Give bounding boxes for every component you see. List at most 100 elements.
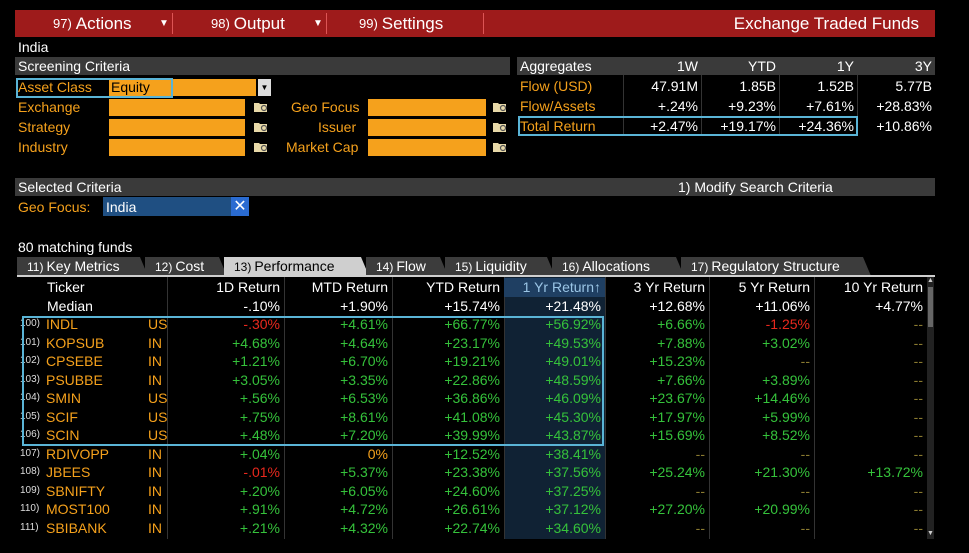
folder-search-icon[interactable] <box>253 140 269 153</box>
top-menu-bar: 97) Actions ▼ 98) Output ▼ 99) Settings … <box>15 10 935 37</box>
column-divider <box>392 277 393 539</box>
tab-liquidity[interactable]: 15) Liquidity <box>445 257 555 276</box>
market-cap-field[interactable] <box>368 139 486 156</box>
agg-col-1y: 1Y <box>836 58 854 74</box>
exchange-field[interactable] <box>109 99 245 116</box>
scroll-up-icon[interactable]: ▲ <box>927 277 934 284</box>
menu-separator <box>172 13 173 34</box>
tab-key-metrics[interactable]: 11) Key Metrics <box>17 257 148 276</box>
scroll-down-icon[interactable]: ▼ <box>927 530 934 537</box>
agg-row-label: Flow/Assets <box>520 98 596 114</box>
return-cell: +23.17% <box>444 334 500 351</box>
return-cell: +5.99% <box>762 408 810 425</box>
folder-search-icon[interactable] <box>253 120 269 133</box>
country-code-cell: IN <box>148 464 162 480</box>
table-row[interactable]: 111) SBIBANK IN +.21% +4.32% +22.74% +34.60% --… <box>17 519 927 538</box>
return-cell: +4.68% <box>232 334 280 351</box>
folder-search-icon[interactable] <box>253 100 269 113</box>
table-row[interactable]: 104) SMIN US +.56% +6.53% +36.86% +46.09% +23.6… <box>17 389 927 408</box>
return-cell: -- <box>695 482 705 499</box>
matching-funds-count: 80 matching funds <box>18 239 133 255</box>
funds-table: Ticker 1D Return MTD Return YTD Return 1 Yr … <box>17 277 935 539</box>
ticker-cell: SMIN <box>46 390 81 406</box>
country-code-cell: US <box>148 316 168 332</box>
table-row[interactable]: 105) SCIF US +.75% +8.61% +41.08% +45.30% +17.9… <box>17 408 927 427</box>
return-cell: +27.20% <box>649 501 705 517</box>
geo-focus-chip <box>103 197 249 216</box>
agg-row-label: Total Return <box>520 118 596 134</box>
return-cell: +3.02% <box>762 334 810 351</box>
return-cell: +21.30% <box>754 464 810 480</box>
return-cell: -- <box>913 390 923 406</box>
dropdown-arrow-icon[interactable]: ▼ <box>258 79 271 96</box>
folder-search-icon[interactable] <box>492 140 508 153</box>
table-row[interactable]: 109) SBNIFTY IN +.20% +6.05% +24.60% +37.25% --… <box>17 482 927 501</box>
row-index: 109) <box>20 484 41 496</box>
aggregates-header-row: Aggregates 1W YTD 1Y 3Y <box>517 57 935 75</box>
table-row[interactable]: 107) RDIVOPP IN +.04% 0% +12.52% +38.41% -- -- -- <box>17 445 927 464</box>
actions-menu[interactable]: 97) Actions <box>53 13 132 33</box>
tab-regulatory-structure[interactable]: 17) Regulatory Structure <box>681 257 871 276</box>
ticker-cell: INDL <box>46 316 78 332</box>
tab-performance[interactable]: 13) Performance <box>224 257 369 276</box>
country-code-cell: US <box>148 408 168 425</box>
return-cell: +8.52% <box>762 427 810 443</box>
agg-row-total-return[interactable]: Total Return +2.47% +19.17% +24.36% +10.… <box>517 117 935 135</box>
return-cell: -- <box>800 519 810 536</box>
table-row[interactable]: 106) SCIN US +.48% +7.20% +39.99% +43.87% +15.6… <box>17 426 927 445</box>
country-code-cell: IN <box>148 353 162 369</box>
return-cell: +26.61% <box>444 501 500 517</box>
ticker-cell: RDIVOPP <box>46 445 110 462</box>
median-value: -.10% <box>243 297 280 314</box>
settings-menu[interactable]: 99) Settings <box>359 13 444 33</box>
tab-allocations[interactable]: 16) Allocations <box>552 257 684 276</box>
ticker-cell: PSUBBE <box>46 371 103 388</box>
geo-focus-field[interactable] <box>368 99 486 116</box>
table-row[interactable]: 110) MOST100 IN +.91% +4.72% +26.61% +37.12% +2… <box>17 500 927 519</box>
table-row[interactable]: 100) INDL US -.30% +4.61% +66.77% +56.92% +6.66… <box>17 315 927 334</box>
return-cell: +6.05% <box>340 482 388 499</box>
output-caret-icon: ▼ <box>313 18 323 29</box>
agg-value: +.24% <box>657 98 698 114</box>
return-cell: -- <box>913 445 923 462</box>
table-row[interactable]: 103) PSUBBE IN +3.05% +3.35% +22.86% +48.59% +7… <box>17 371 927 390</box>
screening-criteria-header: Screening Criteria <box>15 57 510 75</box>
agg-value: +7.61% <box>806 98 854 114</box>
return-cell: +.75% <box>239 408 280 425</box>
return-cell: +20.99% <box>754 501 810 517</box>
close-icon[interactable]: ✕ <box>231 197 249 216</box>
column-header[interactable]: 1 Yr Return↑ <box>504 278 605 297</box>
ticker-cell: KOPSUB <box>46 334 105 351</box>
folder-search-icon[interactable] <box>492 100 508 113</box>
issuer-field[interactable] <box>368 119 486 136</box>
folder-search-icon[interactable] <box>492 120 508 133</box>
market-cap-label: Market Cap <box>286 139 359 155</box>
return-cell: +4.32% <box>340 519 388 536</box>
scrollbar-thumb[interactable] <box>928 287 933 327</box>
country-code-cell: IN <box>148 445 162 462</box>
agg-value: 47.91M <box>651 78 698 94</box>
table-header-row: Ticker 1D Return MTD Return YTD Return 1 Yr … <box>17 278 927 297</box>
asset-class-field[interactable]: Equity <box>109 79 256 96</box>
tab-flow[interactable]: 14) Flow <box>366 257 448 276</box>
issuer-label: Issuer <box>318 119 357 135</box>
return-cell: +14.46% <box>754 390 810 406</box>
table-row[interactable]: 108) JBEES IN -.01% +5.37% +23.38% +37.56% +25.… <box>17 463 927 482</box>
industry-field[interactable] <box>109 139 245 156</box>
table-scrollbar[interactable] <box>927 277 934 539</box>
table-row[interactable]: 102) CPSEBE IN +1.21% +6.70% +19.21% +49.01% +1… <box>17 352 927 371</box>
return-cell: +45.30% <box>545 408 601 425</box>
asset-class-highlight <box>16 78 173 98</box>
tab-cost[interactable]: 12) Cost <box>145 257 227 276</box>
strategy-field[interactable] <box>109 119 245 136</box>
return-cell: +25.24% <box>649 464 705 480</box>
column-header: YTD Return <box>426 279 500 295</box>
return-cell: -- <box>913 353 923 369</box>
table-row[interactable]: 101) KOPSUB IN +4.68% +4.64% +23.17% +49.53% +7… <box>17 334 927 353</box>
return-cell: +37.25% <box>545 482 601 499</box>
median-label: Median <box>47 297 93 314</box>
median-row: Median -.10% +1.90% +15.74% +21.48% +12.68% +1… <box>17 297 927 316</box>
modify-search-button[interactable]: 1) Modify Search Criteria <box>678 179 833 195</box>
output-menu[interactable]: 98) Output <box>211 13 285 33</box>
agg-row-flow: Flow (USD) 47.91M 1.85B 1.52B 5.77B <box>517 77 935 95</box>
